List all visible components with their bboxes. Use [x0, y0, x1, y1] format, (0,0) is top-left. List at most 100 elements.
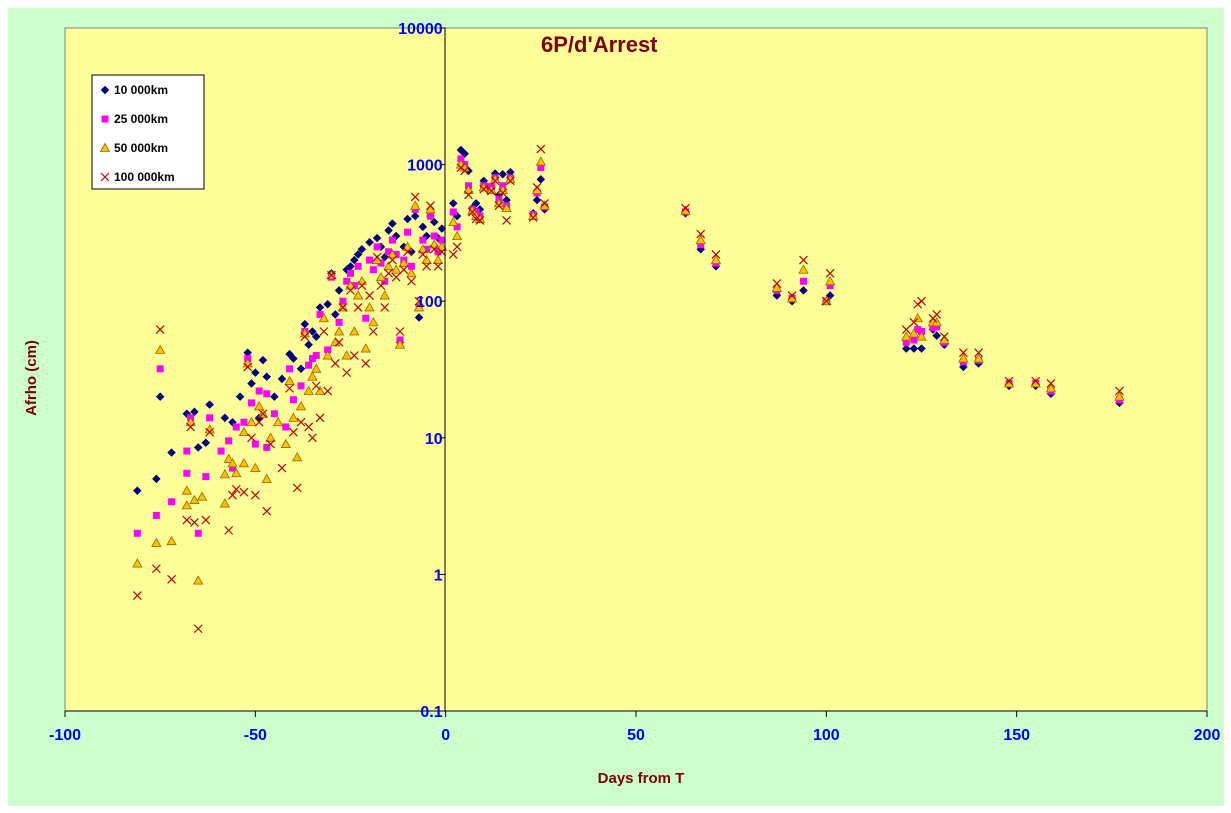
data-point-x [711, 250, 721, 259]
data-point-diamond [132, 486, 142, 496]
data-point-x [696, 229, 706, 239]
data-point-diamond [349, 255, 359, 265]
data-point-triangle [219, 469, 231, 479]
data-point-triangle [448, 216, 459, 226]
data-point-square [537, 164, 545, 172]
data-point-x [228, 490, 237, 500]
data-point-square [404, 228, 412, 236]
data-point-triangle [322, 350, 333, 360]
data-point-diamond [308, 327, 317, 336]
data-point-x [338, 303, 348, 312]
data-point-triangle [417, 243, 429, 254]
data-point-x [247, 433, 256, 443]
data-point-x [323, 386, 333, 396]
data-point-x [452, 242, 462, 252]
data-point-square [240, 418, 248, 426]
x-tick-label: 50 [627, 727, 645, 744]
legend-marker-square [101, 115, 109, 123]
data-point-square [217, 447, 225, 455]
data-point-x [532, 183, 542, 192]
data-point-x [939, 332, 949, 342]
data-point-square [392, 250, 400, 258]
data-point-x [155, 325, 165, 334]
data-point-square [152, 511, 160, 519]
data-point-square [423, 245, 431, 253]
y-tick-label: 1 [434, 567, 443, 584]
data-point-x [681, 203, 690, 213]
data-point-x [901, 325, 911, 334]
data-point-x [799, 255, 808, 265]
data-point-triangle [824, 275, 836, 286]
data-point-triangle [250, 462, 261, 473]
y-axis-title: Afrho (cm) [23, 340, 40, 416]
data-point-x [311, 381, 321, 391]
data-point-triangle [901, 331, 912, 341]
data-point-triangle [185, 416, 196, 427]
data-point-square [354, 262, 362, 270]
data-point-x [932, 310, 942, 319]
data-point-x [368, 327, 378, 336]
data-point-triangle [383, 261, 394, 271]
data-point-diamond [901, 344, 911, 353]
data-point-square [438, 236, 446, 244]
data-point-x [380, 303, 390, 312]
data-point-x [308, 433, 317, 443]
data-point-x [909, 317, 919, 327]
data-point-triangle [151, 537, 162, 547]
data-point-x [304, 422, 314, 432]
x-tick-label: 150 [1003, 727, 1030, 744]
data-point-triangle [379, 290, 390, 300]
data-point-x [186, 422, 196, 432]
data-point-x [502, 216, 511, 225]
data-point-triangle [410, 200, 421, 210]
data-point-diamond [296, 364, 306, 374]
data-point-triangle [912, 312, 923, 323]
data-point-triangle [284, 375, 295, 386]
data-point-diamond [909, 344, 919, 353]
data-point-triangle [771, 282, 783, 292]
x-axis-title: Days from T [598, 770, 685, 787]
data-point-triangle [352, 290, 364, 300]
data-point-diamond [917, 344, 926, 353]
data-point-triangle [189, 494, 200, 504]
data-point-triangle [307, 371, 318, 381]
data-point-x [448, 250, 458, 259]
data-point-diamond [167, 448, 176, 457]
data-point-triangle [390, 264, 402, 274]
data-point-x [292, 483, 302, 493]
data-point-x [224, 525, 234, 535]
data-point-diamond [498, 169, 508, 179]
data-point-diamond [262, 372, 272, 382]
legend-label: 25 000km [114, 112, 168, 126]
data-point-x [429, 244, 439, 254]
data-point-square [225, 437, 233, 445]
chart-svg: -100 -50 0 50 100 150 200 0.1 1 10 100 1000 10000 6… [23, 21, 1220, 787]
data-point-square [206, 414, 214, 422]
data-point-triangle [695, 234, 706, 245]
data-point-triangle [394, 339, 406, 349]
data-point-x [361, 359, 371, 368]
data-point-x [494, 201, 504, 211]
data-point-triangle [349, 326, 360, 336]
data-point-triangle [402, 241, 413, 251]
data-point-x [505, 176, 515, 186]
data-point-triangle [436, 241, 448, 251]
data-point-triangle [181, 500, 192, 510]
data-point-triangle [406, 268, 417, 278]
data-point-square [324, 346, 332, 354]
data-point-x [528, 213, 538, 222]
data-point-triangle [1114, 391, 1125, 401]
data-point-x [414, 296, 424, 306]
data-point-square [407, 262, 415, 270]
data-point-triangle [181, 485, 192, 495]
data-point-x [353, 303, 363, 312]
data-point-triangle [132, 558, 143, 568]
data-point-triangle [387, 249, 398, 259]
data-point-diamond [384, 226, 393, 235]
data-point-triangle [710, 254, 722, 264]
data-point-diamond [353, 250, 363, 259]
data-point-square [449, 208, 457, 216]
data-point-triangle [314, 385, 326, 395]
data-point-x [1004, 376, 1014, 386]
data-point-square [202, 473, 210, 481]
